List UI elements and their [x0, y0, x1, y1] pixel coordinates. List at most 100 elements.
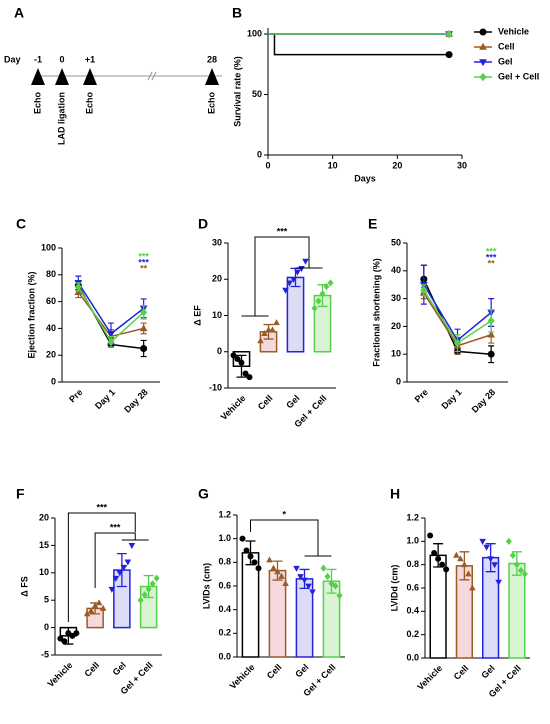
- y-tick-label: 0.8: [406, 559, 419, 569]
- significance: *: [282, 509, 286, 519]
- y-tick-label: -10: [209, 382, 222, 392]
- y-tick-label: 30: [391, 293, 401, 303]
- panel-letter: C: [16, 216, 26, 232]
- data-point: [521, 570, 528, 578]
- y-tick-label: 0: [396, 376, 401, 386]
- y-tick-label: 0.0: [218, 651, 231, 661]
- marker: [487, 350, 495, 358]
- day-value: -1: [34, 54, 42, 64]
- significance: **: [140, 263, 148, 273]
- y-tick-label: 10: [39, 567, 49, 577]
- x-tick-label: Day 28: [470, 387, 498, 415]
- day-label: Day: [4, 54, 21, 64]
- data-point: [255, 565, 262, 572]
- significance: ***: [110, 522, 121, 532]
- y-tick-label: 20: [391, 321, 401, 331]
- y-tick-label: 0.6: [218, 580, 231, 590]
- data-point: [239, 535, 246, 542]
- data-point: [83, 610, 91, 617]
- legend-marker: [479, 42, 487, 50]
- y-tick-label: 10: [212, 310, 222, 320]
- data-point: [251, 559, 258, 566]
- y-tick-label: 40: [46, 323, 56, 333]
- y-tick-label: 50: [391, 237, 401, 247]
- data-point: [319, 290, 326, 298]
- y-tick-label: 20: [212, 274, 222, 284]
- marker: [140, 308, 148, 317]
- panel-letter: H: [390, 486, 400, 502]
- data-point: [145, 585, 152, 593]
- data-point: [294, 269, 301, 276]
- legend-label: Cell: [498, 41, 515, 51]
- marker: [139, 324, 148, 332]
- data-point: [293, 565, 300, 572]
- series-line: [268, 33, 450, 56]
- data-point: [246, 374, 253, 381]
- data-point: [153, 574, 160, 582]
- legend-label: Gel + Cell: [498, 71, 539, 81]
- data-point: [261, 330, 268, 337]
- data-point: [247, 553, 254, 560]
- data-point: [435, 555, 442, 562]
- data-point: [269, 326, 276, 333]
- data-point: [301, 577, 308, 584]
- y-tick-label: 0.2: [406, 629, 419, 639]
- data-point: [327, 279, 334, 287]
- data-point: [479, 538, 486, 545]
- data-point: [431, 550, 438, 556]
- y-tick-label: 0.2: [218, 628, 231, 638]
- data-point: [61, 638, 68, 645]
- x-tick-label: Gel: [284, 393, 301, 410]
- y-tick-label: 50: [252, 89, 262, 99]
- data-point: [99, 604, 107, 611]
- data-point: [282, 287, 289, 294]
- data-point: [336, 591, 343, 600]
- day-value: 0: [59, 54, 64, 64]
- event-label: Echo: [206, 92, 216, 115]
- data-point: [282, 580, 289, 587]
- x-tick-label: Vehicle: [45, 660, 74, 689]
- y-tick-label: 0.8: [218, 557, 231, 567]
- x-tick-label: 10: [328, 160, 338, 170]
- data-point: [257, 337, 264, 344]
- x-tick-label: Gel: [111, 660, 128, 677]
- x-tick-label: Cell: [452, 663, 471, 682]
- marker: [487, 330, 496, 338]
- panel-letter: G: [198, 486, 209, 502]
- x-axis-label: Days: [354, 173, 376, 183]
- x-tick-label: Pre: [413, 387, 430, 404]
- y-tick-label: 1.0: [218, 533, 231, 543]
- error-bar: [236, 354, 247, 378]
- x-tick-label: Pre: [67, 387, 84, 404]
- y-axis-label: Fractional shortening (%): [371, 258, 381, 367]
- y-tick-label: 100: [247, 28, 262, 38]
- data-point: [95, 599, 103, 606]
- data-point: [453, 551, 460, 558]
- x-tick-label: 30: [457, 160, 467, 170]
- data-point: [332, 582, 339, 590]
- data-point: [443, 566, 450, 573]
- y-tick-label: 0.4: [406, 606, 419, 616]
- x-tick-label: Day 1: [440, 387, 464, 411]
- data-point: [457, 555, 464, 562]
- timeline-marker: [31, 68, 45, 85]
- y-tick-label: 40: [391, 265, 401, 275]
- data-point: [274, 568, 281, 575]
- data-point: [87, 607, 95, 614]
- data-point: [315, 297, 322, 305]
- y-axis-label: LVIDd (cm): [389, 565, 399, 612]
- event-label: LAD ligation: [56, 92, 66, 145]
- data-point: [120, 564, 128, 571]
- y-tick-label: 20: [39, 512, 49, 522]
- y-axis-label: LVIDs (cm): [201, 563, 211, 609]
- x-tick-label: Day 1: [93, 387, 117, 411]
- significance: **: [488, 258, 496, 268]
- legend-marker: [479, 28, 487, 36]
- data-point: [505, 537, 512, 545]
- y-tick-label: 30: [212, 237, 222, 247]
- data-point: [483, 544, 490, 551]
- significance: ***: [138, 251, 149, 261]
- bracket: [254, 236, 310, 316]
- data-point: [243, 547, 250, 554]
- y-tick-label: 0: [217, 346, 222, 356]
